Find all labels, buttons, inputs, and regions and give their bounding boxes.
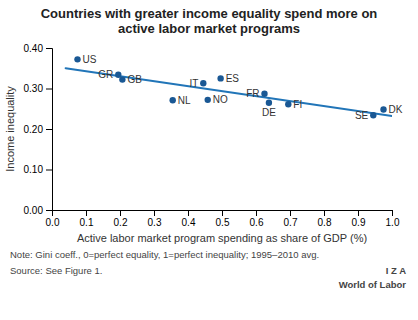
x-axis-tick: 0.5	[216, 210, 230, 228]
x-axis-tick-mark	[324, 210, 325, 216]
x-axis-tick: 1.0	[386, 210, 400, 228]
x-axis-tick: 0.6	[250, 210, 264, 228]
y-axis-line	[46, 49, 53, 211]
y-axis-tick: 0.10	[24, 164, 52, 175]
trend-line	[66, 68, 392, 116]
x-axis-tick: 0.3	[148, 210, 162, 228]
x-axis-tick-mark	[290, 210, 291, 216]
x-axis-tick-mark	[86, 210, 87, 216]
y-axis: 0.00 0.10 0.20 0.30 0.40	[24, 43, 53, 216]
x-axis-tick-label: 0.1	[80, 217, 94, 228]
x-axis-tick-mark	[120, 210, 121, 216]
y-axis-tick-mark	[46, 48, 52, 49]
point-label: GB	[127, 74, 142, 85]
point-label: DK	[389, 104, 403, 115]
x-axis-title: Active labor market program spending as …	[77, 232, 367, 244]
annotation: World of Labor	[339, 279, 407, 290]
x-axis-tick-mark	[154, 210, 155, 216]
y-axis-tick-mark	[46, 129, 52, 130]
x-axis-tick-label: 0.8	[318, 217, 332, 228]
x-axis-tick-label: 0.9	[352, 217, 366, 228]
point	[380, 106, 386, 112]
point-label: ES	[226, 73, 240, 84]
x-axis-tick-mark	[222, 210, 223, 216]
y-axis-tick-label: 0.20	[24, 124, 44, 135]
x-axis-tick-mark	[256, 210, 257, 216]
x-axis-tick-label: 0.4	[182, 217, 196, 228]
point-label: IT	[189, 78, 198, 89]
y-axis-tick-mark	[46, 170, 52, 171]
y-axis-tick: 0.40	[24, 43, 52, 54]
x-axis-tick: 0.1	[80, 210, 94, 228]
x-axis-tick-label: 0.2	[114, 217, 128, 228]
y-axis-tick: 0.30	[24, 83, 52, 94]
x-axis-tick: 0.7	[284, 210, 298, 228]
x-axis-tick-label: 0.5	[216, 217, 230, 228]
x-axis-tick-mark	[392, 210, 393, 216]
point-label: FI	[293, 99, 302, 110]
x-axis-tick-label: 0.0	[46, 217, 60, 228]
y-axis-tick: 0.20	[24, 124, 52, 135]
y-axis-tick-label: 0.30	[24, 83, 44, 94]
point-label: SE	[355, 110, 369, 121]
y-axis-tick-label: 0.40	[24, 43, 44, 54]
annotation: Source: See Figure 1.	[10, 265, 102, 276]
x-axis: 0.0 0.1 0.2 0.3 0.4 0.5 0.6 0.7 0.8 0.9 1.0	[46, 210, 400, 228]
x-axis-tick: 0.4	[182, 210, 196, 228]
x-axis-tick: 0.9	[352, 210, 366, 228]
point-label: NL	[178, 95, 191, 106]
chart: Countries with greater income equality s…	[0, 0, 418, 320]
y-axis-tick-label: 0.00	[24, 205, 44, 216]
point-label: NO	[213, 94, 228, 105]
x-axis-tick-mark	[188, 210, 189, 216]
y-axis-tick-label: 0.10	[24, 164, 44, 175]
x-axis-tick: 0.2	[114, 210, 128, 228]
point-label: GR	[98, 69, 113, 80]
point	[217, 75, 223, 81]
x-axis-tick: 0.8	[318, 210, 332, 228]
point	[370, 112, 376, 118]
y-axis-tick: 0.00	[24, 205, 52, 216]
point-label: US	[83, 54, 97, 65]
annotation: Note: Gini coeff., 0=perfect equality, 1…	[10, 249, 319, 260]
point	[266, 99, 272, 105]
point-labels: USGR GB NL IT NO ES FRDE FI SE DK	[83, 54, 403, 121]
point	[261, 91, 267, 97]
point	[119, 76, 125, 82]
x-axis-tick-label: 0.7	[284, 217, 298, 228]
marks	[66, 56, 392, 118]
y-axis-tick-mark	[46, 89, 52, 90]
annotation: I Z A	[386, 265, 406, 276]
point	[74, 56, 80, 62]
point	[170, 97, 176, 103]
x-axis-line	[53, 211, 393, 217]
y-axis-title: Income inequality	[4, 86, 16, 172]
point	[205, 97, 211, 103]
point	[115, 72, 121, 78]
x-axis-tick-label: 0.3	[148, 217, 162, 228]
title: Countries with greater income equality s…	[41, 6, 378, 36]
x-axis-tick-mark	[358, 210, 359, 216]
point-label: FR	[246, 88, 259, 99]
x-axis-tick: 0.0	[46, 210, 60, 228]
x-axis-tick-label: 1.0	[386, 217, 400, 228]
point	[200, 80, 206, 86]
x-axis-tick-label: 0.6	[250, 217, 264, 228]
point-label: DE	[262, 107, 276, 118]
point	[285, 101, 291, 107]
plot: 0.0 0.1 0.2 0.3 0.4 0.5 0.6 0.7 0.8 0.9 1.0 0.00 0.1…	[24, 43, 403, 228]
y-axis-tick-mark	[46, 210, 52, 211]
